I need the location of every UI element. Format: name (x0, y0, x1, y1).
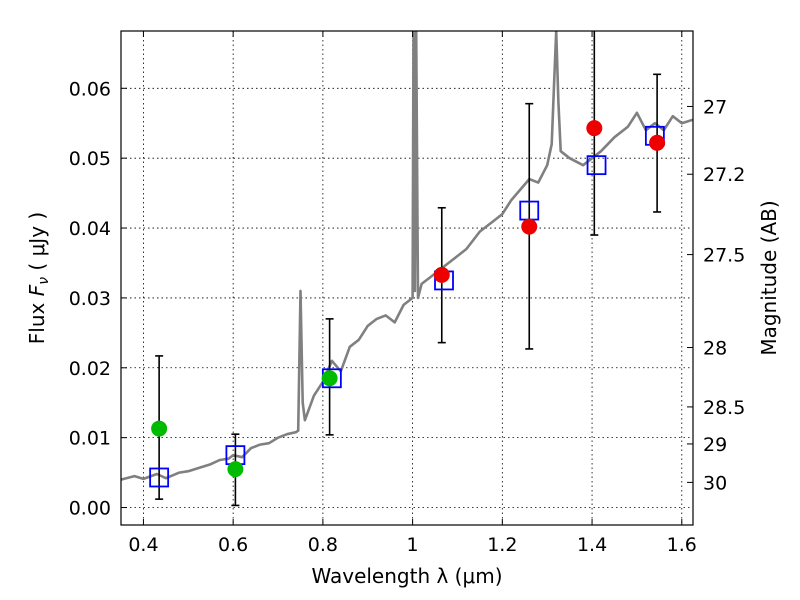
plot-area (121, 31, 693, 507)
right-tick-label: 28 (703, 338, 727, 360)
y-tick-label: 0.03 (69, 288, 111, 310)
y-axis-label: Flux Fν ( μJy ) (25, 212, 52, 344)
right-axis-label: Magnitude (AB) (757, 200, 781, 355)
y-tick-label: 0.02 (69, 358, 111, 380)
x-tick-label: 0.6 (218, 534, 248, 556)
right-tick-label: 27 (703, 96, 727, 118)
axes: 0.4 0.6 0.8 1 1.2 1.4 1.6 0.00 0.01 0.02 0.03 0.04 0… (69, 31, 745, 556)
sed-spectrum-line (121, 31, 693, 481)
flux-data-point (227, 461, 244, 478)
x-tick-label: 0.4 (128, 534, 158, 556)
flux-data-point (586, 120, 603, 137)
flux-data-point (321, 370, 338, 387)
x-tick-label: 1.4 (577, 534, 607, 556)
flux-data-point (433, 266, 450, 283)
right-tick-label: 27.5 (703, 245, 745, 267)
x-axis-label: Wavelength λ (μm) (311, 564, 502, 588)
y-tick-label: 0.00 (69, 498, 111, 520)
right-tick-label: 27.2 (703, 164, 745, 186)
x-tick-label: 1 (407, 534, 419, 556)
right-tick-label: 28.5 (703, 397, 745, 419)
y-tick-label: 0.06 (69, 78, 111, 100)
model-box-marker (149, 467, 170, 488)
flux-data-point (521, 218, 538, 235)
x-tick-label: 0.8 (308, 534, 338, 556)
x-tick-label: 1.6 (667, 534, 697, 556)
plot-frame (120, 30, 694, 526)
y-tick-label: 0.01 (69, 428, 111, 450)
y-tick-label: 0.05 (69, 148, 111, 170)
right-tick-label: 30 (703, 472, 727, 494)
flux-data-point (649, 134, 666, 151)
y-tick-label: 0.04 (69, 218, 111, 240)
model-box-marker (586, 155, 607, 176)
x-tick-label: 1.2 (487, 534, 517, 556)
flux-data-point (151, 420, 168, 437)
right-tick-label: 29 (703, 434, 727, 456)
grid-lines (121, 31, 693, 525)
